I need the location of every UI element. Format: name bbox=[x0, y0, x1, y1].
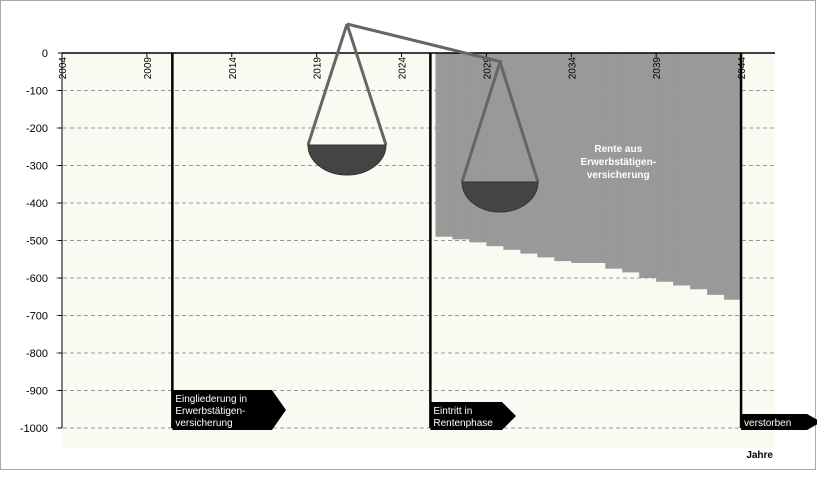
area-step bbox=[554, 53, 572, 262]
y-tick-label: -1000 bbox=[20, 423, 48, 435]
y-tick-label: -500 bbox=[26, 236, 48, 248]
x-tick-label: 2024 bbox=[398, 57, 409, 80]
y-tick-label: -300 bbox=[26, 161, 48, 173]
event-arrow bbox=[172, 390, 286, 430]
x-tick-label: 2044 bbox=[737, 57, 748, 80]
area-step bbox=[452, 53, 470, 240]
event-label: Eintritt in bbox=[433, 406, 472, 417]
y-tick-label: -800 bbox=[26, 348, 48, 360]
x-tick-label: 2014 bbox=[228, 57, 239, 80]
x-tick-label: 2019 bbox=[313, 57, 324, 80]
area-step bbox=[707, 53, 725, 295]
y-tick-label: -100 bbox=[26, 86, 48, 98]
area-step bbox=[588, 53, 606, 263]
x-tick-label: 2034 bbox=[567, 57, 578, 80]
event-arrow bbox=[741, 414, 817, 430]
area-step bbox=[673, 53, 691, 286]
area-step bbox=[537, 53, 555, 258]
x-tick-label: 2029 bbox=[482, 57, 493, 80]
scale-illustration bbox=[306, 22, 540, 213]
area-step bbox=[435, 53, 453, 237]
event-label: Eingliederung in bbox=[175, 394, 247, 405]
event-arrow bbox=[430, 402, 516, 430]
event-label: Rentenphase bbox=[433, 418, 493, 429]
x-tick-label: 2039 bbox=[652, 57, 663, 80]
event-label: Erwerbstätigen- bbox=[175, 406, 245, 417]
event-label: versicherung bbox=[175, 418, 232, 429]
area-step bbox=[656, 53, 674, 282]
y-tick-label: -600 bbox=[26, 273, 48, 285]
area-step bbox=[690, 53, 708, 290]
y-tick-label: -400 bbox=[26, 198, 48, 210]
area-step bbox=[571, 53, 589, 263]
area-label: Erwerbstätigen- bbox=[580, 157, 656, 168]
area-step bbox=[605, 53, 623, 269]
y-tick-label: -200 bbox=[26, 123, 48, 135]
area-step bbox=[724, 53, 742, 300]
y-tick-label: -700 bbox=[26, 311, 48, 323]
area-label: Rente aus bbox=[594, 144, 642, 155]
area-label: versicherung bbox=[587, 170, 650, 181]
y-tick-label: -900 bbox=[26, 386, 48, 398]
x-tick-label: 2004 bbox=[58, 57, 69, 80]
x-tick-label: 2009 bbox=[143, 57, 154, 80]
event-label: verstorben bbox=[744, 418, 791, 429]
y-tick-label: 0 bbox=[42, 48, 48, 60]
x-axis-label: Jahre bbox=[746, 450, 773, 461]
area-step bbox=[622, 53, 640, 273]
